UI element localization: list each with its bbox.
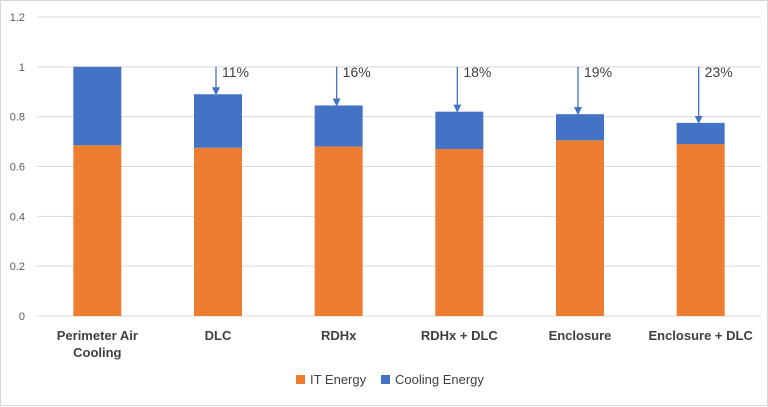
y-tick-label: 0.4 [10, 211, 25, 223]
x-category-label: Perimeter Air Cooling [57, 328, 138, 360]
y-axis: 0 0.2 0.4 0.6 0.8 1 1.2 [10, 12, 25, 323]
legend-label: IT Energy [310, 372, 367, 387]
x-category-label: Enclosure + DLC [648, 328, 753, 343]
category-labels: Perimeter Air Cooling DLC RDHx RDHx + DLC Enc… [57, 328, 754, 360]
legend-swatch-cooling-energy [381, 375, 390, 384]
y-tick-label: 1.2 [10, 12, 25, 24]
x-category-label: DLC [205, 328, 232, 343]
y-tick-label: 0 [19, 311, 25, 323]
cooling-energy-bar [556, 114, 604, 141]
y-tick-label: 1 [19, 62, 25, 74]
x-category-label: RDHx + DLC [421, 328, 499, 343]
y-tick-label: 0.2 [10, 261, 25, 273]
y-tick-label: 0.8 [10, 112, 25, 124]
legend-label: Cooling Energy [395, 372, 484, 387]
savings-percent-label: 18% [463, 64, 491, 80]
cooling-energy-bar [314, 105, 363, 147]
gridlines [37, 16, 761, 317]
legend-swatch-it-energy [296, 375, 305, 384]
it-energy-bar [556, 140, 604, 316]
it-energy-bar [435, 149, 484, 316]
it-energy-bar [73, 145, 122, 316]
savings-percent-label: 19% [584, 64, 612, 80]
bars [73, 66, 725, 316]
savings-percent-label: 11% [222, 64, 249, 80]
cooling-energy-bar [194, 94, 242, 148]
x-category-label: Enclosure [549, 328, 612, 343]
y-tick-label: 0.6 [10, 162, 25, 174]
it-energy-bar [194, 147, 242, 316]
it-energy-bar [676, 144, 725, 316]
savings-percent-label: 23% [705, 64, 733, 80]
cooling-energy-bar [73, 66, 122, 146]
legend: IT Energy Cooling Energy [296, 372, 484, 387]
cooling-energy-bar [435, 111, 484, 150]
cooling-energy-bar [676, 122, 725, 145]
it-energy-bar [314, 146, 363, 316]
savings-annotations: 11% 16% 18% 19% 23% [212, 64, 733, 124]
savings-percent-label: 16% [343, 64, 371, 80]
x-category-label: RDHx [321, 328, 357, 343]
